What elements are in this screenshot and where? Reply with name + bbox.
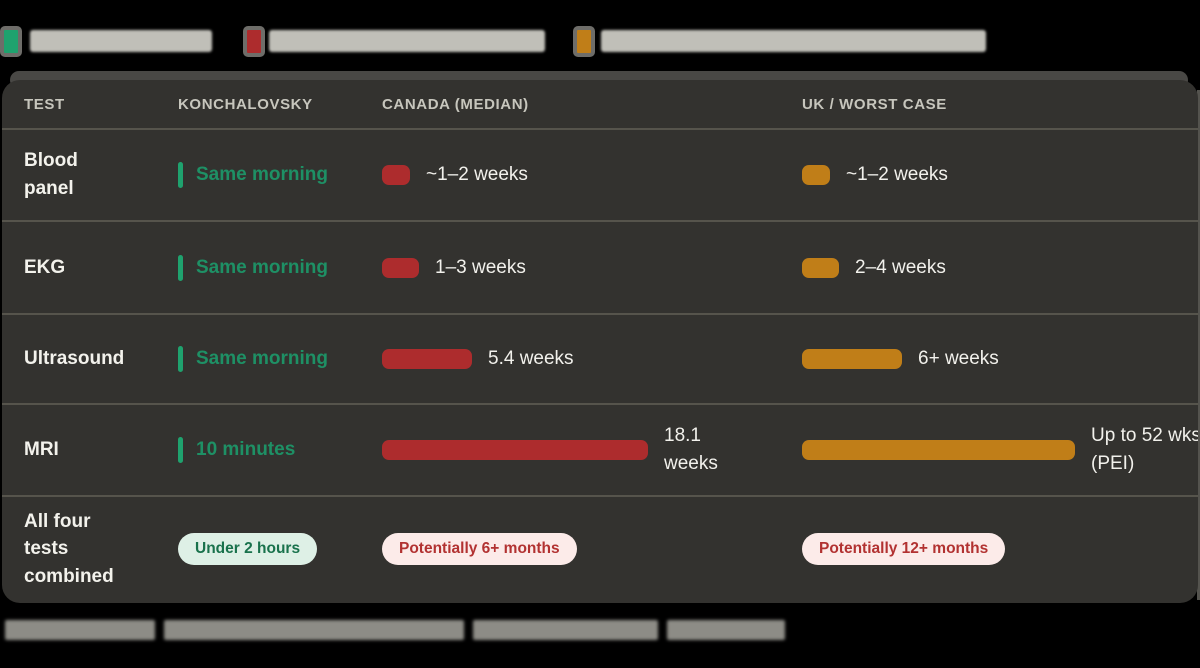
redacted-caption-segment [667,620,785,640]
canada-duration-bar [382,349,472,369]
redacted-caption-segment [473,620,658,640]
table-row: Blood panel Same morning ~1–2 weeks ~1–2… [2,128,1198,220]
canada-value: ~1–2 weeks [426,164,528,185]
legend-item-green [0,24,212,58]
uk-value: 6+ weeks [918,348,999,369]
table-row: MRI 10 minutes 18.1 weeks Up to 52 wks (… [2,403,1198,495]
legend-item-orange [573,24,986,58]
redacted-legend-label [269,30,545,52]
table-header-row: TEST KONCHALOVSKY CANADA (MEDIAN) UK / W… [2,80,1198,128]
test-name: Ultrasound [24,348,125,370]
green-legend-swatch-icon [0,25,22,57]
red-legend-swatch-icon [243,25,265,57]
uk-duration-bar [802,257,839,278]
canada-total-badge: Potentially 6+ months [382,533,577,565]
uk-value: Up to 52 wks (PEI) [1091,425,1198,474]
uk-duration-bar [802,349,902,369]
col-header-uk: UK / WORST CASE [802,95,947,113]
col-header-test: TEST [24,95,65,113]
table-row: Ultrasound Same morning 5.4 weeks 6+ wee… [2,313,1198,403]
uk-duration-bar [802,440,1075,460]
green-tick-bar [178,162,183,188]
canada-duration-bar [382,165,410,185]
green-tick-bar [178,346,183,372]
col-header-konchalovsky: KONCHALOVSKY [178,95,313,113]
redacted-legend-label [30,30,212,52]
green-tick-bar [178,254,183,281]
uk-duration-bar [802,165,830,185]
redacted-caption [5,620,785,640]
test-name: Blood panel [24,150,78,199]
green-tick-bar [178,437,183,463]
comparison-table-card: TEST KONCHALOVSKY CANADA (MEDIAN) UK / W… [2,80,1198,603]
canada-value: 1–3 weeks [435,256,526,278]
table-row: EKG Same morning 1–3 weeks 2–4 weeks [2,220,1198,313]
konchalovsky-value: Same morning [196,256,328,278]
card-right-edge [1197,90,1200,600]
canada-duration-bar [382,440,648,460]
uk-value: 2–4 weeks [855,256,946,278]
test-name: EKG [24,256,66,278]
test-name: All four tests combined [24,510,114,587]
legend-item-red [243,24,545,58]
konchalovsky-total-badge: Under 2 hours [178,533,318,565]
konchalovsky-value: 10 minutes [196,439,296,460]
col-header-canada: CANADA (MEDIAN) [382,95,529,113]
konchalovsky-value: Same morning [196,348,328,369]
redacted-legend-label [601,30,986,52]
canada-value: 18.1 weeks [664,425,718,474]
table-row: All four tests combined Under 2 hours Po… [2,495,1198,601]
redacted-caption-segment [5,620,155,640]
konchalovsky-value: Same morning [196,164,328,185]
uk-value: ~1–2 weeks [846,164,948,185]
orange-legend-swatch-icon [573,25,595,57]
redacted-caption-segment [164,620,464,640]
uk-total-badge: Potentially 12+ months [802,533,1006,565]
test-name: MRI [24,439,59,461]
canada-value: 5.4 weeks [488,348,574,369]
canada-duration-bar [382,257,419,278]
